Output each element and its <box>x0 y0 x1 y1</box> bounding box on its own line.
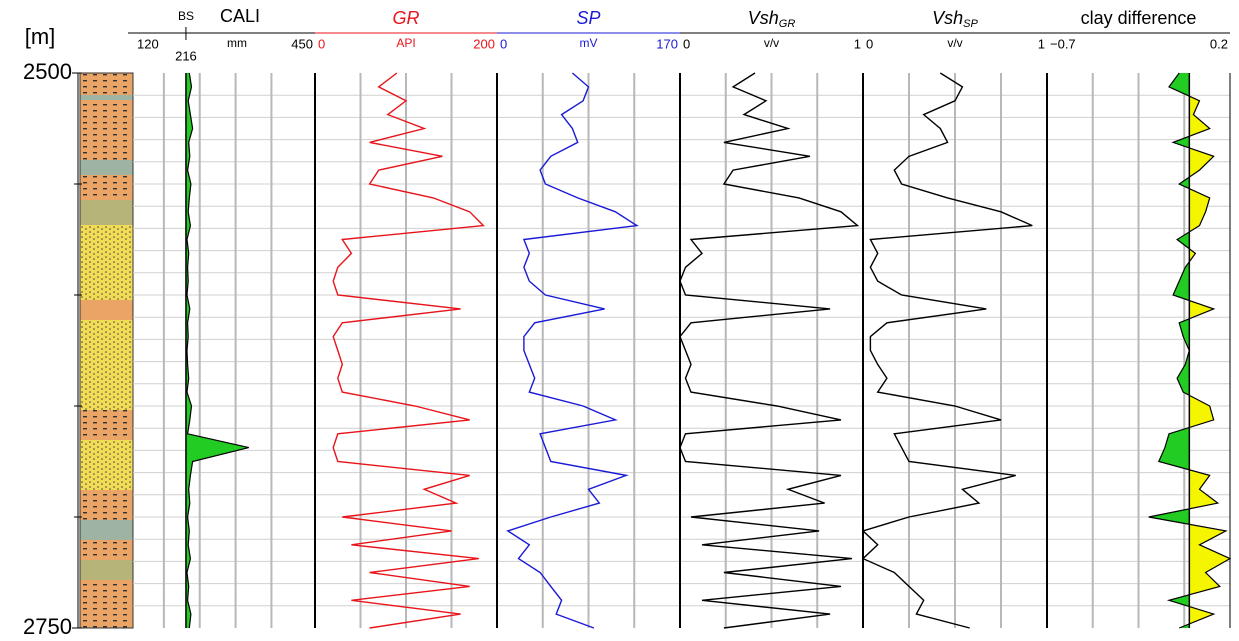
track-title: GR <box>393 8 420 28</box>
lithology-band <box>80 300 133 320</box>
unit-label: v/v <box>947 36 962 50</box>
track-title: VshSP <box>932 8 978 30</box>
x-tick-label: 216 <box>175 48 197 63</box>
legend-entry: CALI <box>220 6 260 26</box>
lithology-band <box>80 440 133 490</box>
track-title-text: Vsh <box>932 8 963 28</box>
negative-fill <box>1148 73 1190 628</box>
track-title: clay difference <box>1081 8 1197 28</box>
lithology-band <box>80 73 133 95</box>
log-curve <box>861 72 1033 629</box>
log-curve <box>506 72 639 629</box>
lithology-band <box>80 580 133 628</box>
track-title: VshGR <box>748 8 796 30</box>
track-title-text: SP <box>576 8 600 28</box>
lithology-band <box>80 200 133 225</box>
lithology-frame <box>79 72 134 629</box>
x-tick-label: −0.7 <box>1050 36 1076 51</box>
x-tick-label: 0 <box>866 36 873 51</box>
x-tick-label: 170 <box>656 36 678 51</box>
legend-entry: BS <box>178 9 194 23</box>
x-tick-label: 1 <box>854 36 861 51</box>
log-curve <box>1148 72 1232 629</box>
track-title-text: clay difference <box>1081 8 1197 28</box>
x-tick-label: 0 <box>683 36 690 51</box>
x-tick-label: 1 <box>1038 36 1045 51</box>
x-tick-label: 450 <box>291 36 313 51</box>
lithology-band <box>80 160 133 175</box>
x-tick-label: 0 <box>318 36 325 51</box>
lithology-band <box>80 490 133 520</box>
track-title-text: Vsh <box>748 8 779 28</box>
lithology-band <box>80 225 133 300</box>
track-title-subscript: GR <box>779 18 796 30</box>
x-tick-label: 120 <box>137 36 159 51</box>
lithology-band <box>80 175 133 200</box>
x-tick-label: 200 <box>473 36 495 51</box>
x-tick-label: 0.2 <box>1210 36 1228 51</box>
unit-label: mV <box>580 36 598 50</box>
lithology-band <box>80 410 133 440</box>
lithology-band <box>80 560 133 580</box>
depth-tick-label: 2500 <box>23 59 72 84</box>
log-curve <box>186 72 249 629</box>
unit-label: mm <box>227 36 247 50</box>
unit-label: API <box>396 36 415 50</box>
track-title: SP <box>576 8 600 28</box>
unit-label: v/v <box>764 36 779 50</box>
log-curve <box>679 72 860 629</box>
log-curve <box>332 72 485 629</box>
track-title-subscript: SP <box>963 18 978 30</box>
lithology-band <box>80 100 133 160</box>
track-title-text: GR <box>393 8 420 28</box>
x-tick-label: 0 <box>500 36 507 51</box>
lithology-band <box>80 95 133 100</box>
lithology-band <box>80 520 133 540</box>
lithology-band <box>80 540 133 560</box>
lithology-band <box>80 320 133 410</box>
depth-label: [m] <box>25 24 56 49</box>
depth-tick-label: 2750 <box>23 614 72 639</box>
caliper-fill <box>185 73 249 628</box>
